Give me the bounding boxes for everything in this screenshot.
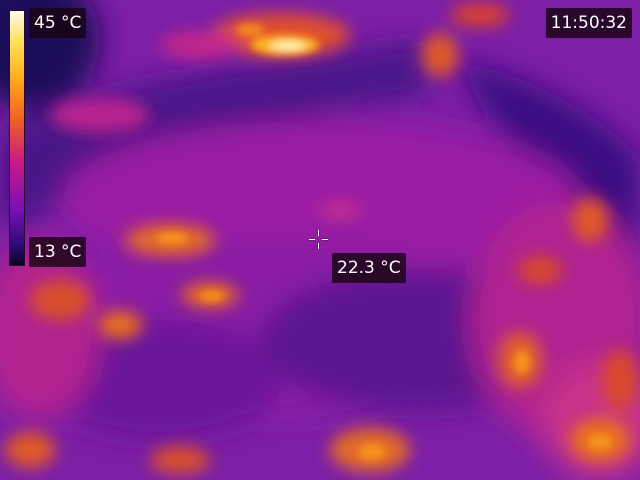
temperature-scale-bar <box>9 10 25 266</box>
spot-temperature-readout: 22.3 °C <box>332 253 406 283</box>
scale-min-label: 13 °C <box>29 237 87 267</box>
scale-max-label: 45 °C <box>29 8 87 38</box>
crosshair-icon <box>309 230 328 249</box>
clock-display: 11:50:32 <box>545 8 632 38</box>
